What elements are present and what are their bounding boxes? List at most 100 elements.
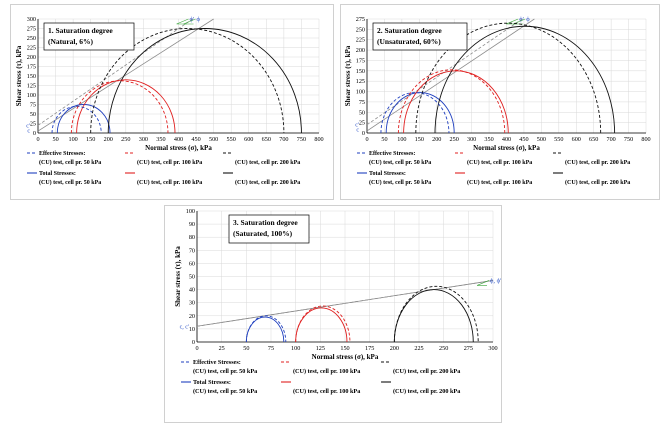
- x-tick-label: 75: [268, 345, 274, 352]
- y-tick-label: 100: [186, 208, 195, 215]
- mohr-chart-1: 0 25 50 75 100 125 150 175 200 225 250 275 300 0 50 100…: [15, 16, 324, 186]
- mohr-circle-effective: [51, 105, 102, 134]
- x-tick-label: 200: [104, 136, 113, 143]
- y-tick-label: 25: [359, 120, 365, 127]
- mohr-circle-effective: [415, 22, 602, 134]
- legend-item-effective: (CU) test, cell pr. 100 kPa: [467, 159, 532, 166]
- y-tick-label: 100: [356, 89, 365, 96]
- friction-angle-label: ϕ, ϕ': [490, 277, 501, 284]
- legend-item-effective: (CU) test, cell pr. 100 kPa: [137, 159, 202, 166]
- y-tick-label: 40: [189, 287, 195, 294]
- mohr-circle-effective: [295, 305, 351, 343]
- mohr-circle-effective: [393, 285, 479, 343]
- x-tick-label: 350: [484, 136, 493, 143]
- failure-envelope-effective: [366, 18, 523, 126]
- chart-panel-1: 0 25 50 75 100 125 150 175 200 225 250 275 300 0 50 100…: [10, 4, 334, 200]
- mohr-circle-total: [245, 316, 285, 343]
- failure-envelope-total: [366, 18, 535, 132]
- x-tick-label: 450: [191, 136, 200, 143]
- x-tick-label: 450: [519, 136, 528, 143]
- x-tick-label: 600: [572, 136, 581, 143]
- x-tick-label: 250: [450, 136, 459, 143]
- y-tick-label: 25: [30, 121, 36, 128]
- mohr-circle-total: [295, 307, 348, 343]
- y-tick-label: 60: [189, 260, 195, 267]
- mohr-circle-total: [76, 79, 176, 134]
- legend-item-total: (CU) test, cell pr. 200 kPa: [393, 388, 460, 395]
- x-tick-label: 750: [624, 136, 633, 143]
- x-tick-label: 700: [606, 136, 615, 143]
- y-tick-label: 90: [189, 221, 195, 228]
- y-tick-label: 200: [27, 54, 36, 61]
- y-tick-label: 250: [27, 35, 36, 42]
- title-box: [372, 22, 468, 51]
- title-box: [228, 214, 310, 244]
- y-tick-label: 50: [189, 274, 195, 281]
- mohr-circle-total: [434, 26, 616, 134]
- y-tick-label: 225: [356, 37, 365, 44]
- y-tick-label: 275: [27, 26, 36, 33]
- legend-item-total: (CU) test, cell pr. 200 kPa: [235, 179, 300, 186]
- mohr-circle-effective: [380, 92, 450, 134]
- mohr-circle-effective: [90, 28, 285, 134]
- x-tick-label: 150: [415, 136, 424, 143]
- x-tick-label: 550: [554, 136, 563, 143]
- x-tick-label: 0: [195, 345, 198, 352]
- legend-total-heading: Total Stresses:: [369, 171, 406, 177]
- chart-title: 1. Saturation degree: [48, 26, 113, 35]
- friction-angle-label: ϕ: [197, 16, 201, 23]
- legend-item-effective: (CU) test, cell pr. 50 kPa: [193, 368, 257, 375]
- x-tick-label: 650: [262, 136, 271, 143]
- friction-angle-mark: [476, 280, 490, 286]
- x-tick-label: 400: [174, 136, 183, 143]
- legend-item-effective: (CU) test, cell pr. 200 kPa: [565, 159, 630, 166]
- chart-panel-2: 0 25 50 75 100 125 150 175 200 225 250 275 0 50 100 150…: [340, 4, 660, 200]
- x-tick-label: 100: [68, 136, 77, 143]
- x-tick-label: 300: [488, 345, 497, 352]
- cohesion-label: c': [26, 123, 30, 129]
- mohr-circle-total: [56, 104, 111, 134]
- y-axis-label: Shear stress (τ), kPa: [344, 45, 352, 106]
- x-tick-label: 150: [86, 136, 95, 143]
- mohr-circle-total: [107, 28, 302, 134]
- y-tick-label: 10: [189, 326, 195, 333]
- x-tick-label: 550: [227, 136, 236, 143]
- legend-item-total: (CU) test, cell pr. 100 kPa: [467, 179, 532, 186]
- x-tick-label: 0: [365, 136, 368, 143]
- y-tick-label: 30: [189, 300, 195, 307]
- y-tick-label: 100: [27, 92, 36, 99]
- x-tick-label: 175: [365, 345, 374, 352]
- mohr-circle-effective: [245, 315, 287, 343]
- legend-item-effective: (CU) test, cell pr. 200 kPa: [235, 159, 300, 166]
- legend-item-total: (CU) test, cell pr. 200 kPa: [565, 179, 630, 186]
- x-tick-label: 300: [139, 136, 148, 143]
- cohesion-label: c': [355, 123, 359, 129]
- legend-item-effective: (CU) test, cell pr. 200 kPa: [393, 368, 460, 375]
- x-tick-label: 400: [502, 136, 511, 143]
- x-tick-label: 125: [316, 345, 325, 352]
- x-axis-label: Normal stress (σ), kPa: [145, 144, 212, 152]
- legend-item-total: (CU) test, cell pr. 50 kPa: [193, 388, 257, 395]
- y-tick-label: 150: [27, 73, 36, 80]
- chart-title: 3. Saturation degree: [233, 218, 298, 227]
- x-tick-label: 700: [279, 136, 288, 143]
- mohr-chart-3: 0 10 20 30 40 50 60 70 80 90 100 0 25 50 75 100 125 150 17…: [174, 208, 501, 395]
- y-tick-label: 0: [33, 130, 36, 137]
- y-tick-label: 70: [189, 247, 195, 254]
- x-tick-label: 50: [381, 136, 387, 143]
- y-tick-label: 200: [356, 47, 365, 54]
- failure-envelope-total: [196, 280, 494, 327]
- y-tick-label: 125: [356, 78, 365, 85]
- x-tick-label: 100: [291, 345, 300, 352]
- x-axis-label: Normal stress (σ), kPa: [312, 353, 379, 361]
- legend-item-total: (CU) test, cell pr. 50 kPa: [39, 179, 101, 186]
- legend-item-effective: (CU) test, cell pr. 50 kPa: [39, 159, 101, 166]
- y-tick-label: 250: [356, 26, 365, 33]
- x-tick-label: 50: [243, 345, 249, 352]
- chart-subtitle: (Unsaturated, 60%): [377, 37, 441, 46]
- x-tick-label: 200: [432, 136, 441, 143]
- chart-subtitle: (Natural, 6%): [48, 37, 93, 46]
- y-axis-label: Shear stress (τ), kPa: [15, 45, 23, 106]
- friction-angle-label: ϕ': [190, 16, 195, 23]
- x-axis-label: Normal stress (σ), kPa: [473, 144, 540, 152]
